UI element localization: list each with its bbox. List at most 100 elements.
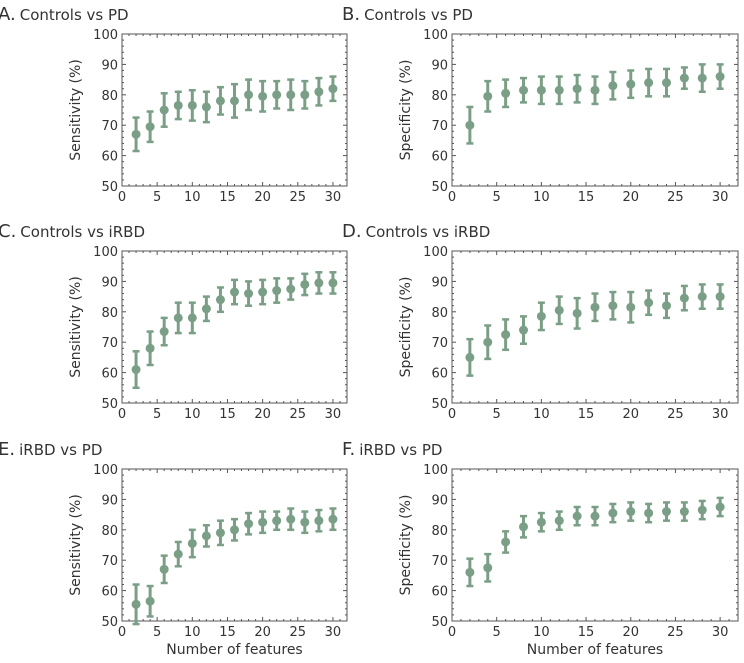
data-point-group [314, 76, 324, 107]
data-point [286, 90, 296, 100]
panel-title-text: Controls vs PD [364, 6, 473, 24]
x-tick-label: 0 [118, 190, 126, 205]
data-point [159, 105, 169, 115]
x-tick-label: 0 [448, 190, 456, 205]
data-point-group [159, 554, 169, 585]
data-point-group [173, 90, 183, 121]
data-point-group [215, 519, 225, 547]
data-point-group [715, 496, 725, 518]
data-point-group [286, 277, 296, 301]
y-axis-label: Specificity (%) [398, 277, 414, 378]
data-point [145, 596, 155, 606]
data-point-group [272, 510, 282, 532]
data-point [300, 517, 310, 527]
data-point [314, 87, 324, 97]
data-point [626, 507, 636, 517]
y-tick-label: 90 [431, 58, 448, 73]
data-point [300, 279, 310, 289]
panel-title-text: iRBD vs PD [19, 441, 102, 459]
y-tick-label: 60 [431, 367, 448, 382]
data-point [483, 337, 493, 347]
data-point-group [300, 79, 310, 110]
panel-title-text: iRBD vs PD [359, 441, 442, 459]
y-tick-label: 100 [93, 28, 118, 43]
x-tick-label: 20 [254, 190, 271, 205]
data-point [590, 302, 600, 312]
x-tick-label: 25 [667, 625, 684, 640]
panel-title: A. Controls vs PD [0, 4, 129, 25]
y-tick-label: 90 [101, 493, 118, 508]
y-tick-label: 70 [431, 336, 448, 351]
panel-title: B. Controls vs PD [342, 4, 473, 25]
data-point-group [572, 73, 582, 104]
panel-e: E. iRBD vs PD 50 60 70 80 90 100 0 5 10 15 20 25 30 Sen… [0, 439, 348, 658]
data-point-group [536, 511, 546, 533]
x-tick-label: 30 [325, 625, 342, 640]
data-point-group [679, 284, 689, 312]
data-point [465, 120, 475, 130]
data-point-group [244, 78, 254, 112]
data-point-group [159, 92, 169, 128]
data-point [483, 91, 493, 101]
data-point [679, 507, 689, 517]
x-axis-label: Number of features [166, 642, 302, 658]
x-tick-label: 0 [448, 407, 456, 422]
data-point-group [519, 76, 528, 104]
data-point [131, 599, 141, 609]
panel-letter: F. [342, 439, 355, 460]
data-point [501, 537, 511, 547]
data-point-group [697, 283, 707, 311]
data-point [483, 563, 493, 573]
data-point [536, 85, 546, 95]
data-point-group [679, 501, 689, 522]
data-point [314, 278, 324, 288]
data-point [465, 352, 475, 362]
plot-frame [451, 33, 739, 187]
y-tick-label: 50 [431, 397, 448, 412]
y-axis-label: Sensitivity (%) [68, 276, 84, 378]
data-point [519, 522, 528, 532]
x-tick-label: 30 [712, 407, 729, 422]
panel-letter: A. [0, 4, 16, 25]
y-tick-label: 100 [423, 245, 448, 260]
data-point-group [272, 277, 282, 304]
data-point-group [715, 283, 725, 311]
data-point-group [328, 271, 338, 295]
data-point-group [662, 501, 671, 522]
data-point [131, 365, 141, 375]
x-tick-label: 5 [153, 190, 161, 205]
data-point-group [536, 301, 546, 332]
data-point-group [644, 67, 654, 98]
x-tick-label: 20 [622, 625, 639, 640]
x-tick-label: 15 [219, 190, 236, 205]
data-point [187, 538, 197, 548]
data-point [131, 129, 141, 139]
panel-title: E. iRBD vs PD [0, 439, 102, 460]
data-point-group [465, 337, 475, 377]
data-point [608, 508, 618, 518]
data-point-group [519, 514, 528, 539]
x-tick-label: 10 [533, 407, 550, 422]
y-tick-label: 60 [101, 585, 118, 600]
y-axis-label: Sensitivity (%) [68, 494, 84, 596]
data-point-group [626, 69, 636, 100]
data-point-group [554, 295, 564, 326]
x-tick-label: 0 [448, 625, 456, 640]
data-point-group [286, 78, 296, 112]
panel-title-text: Controls vs iRBD [366, 223, 491, 241]
x-tick-label: 10 [184, 407, 201, 422]
y-axis-label: Sensitivity (%) [68, 59, 84, 161]
panel-title-text: Controls vs iRBD [20, 223, 145, 241]
x-tick-label: 20 [254, 407, 271, 422]
plot-frame [451, 468, 739, 622]
data-point-group [258, 510, 268, 535]
data-point [173, 100, 183, 110]
data-point [662, 507, 671, 517]
y-tick-label: 60 [101, 367, 118, 382]
x-tick-label: 15 [578, 625, 595, 640]
data-point [644, 298, 654, 308]
data-point-group [572, 505, 582, 527]
plot-frame [121, 468, 348, 622]
panel-title: D. Controls vs iRBD [342, 221, 490, 242]
